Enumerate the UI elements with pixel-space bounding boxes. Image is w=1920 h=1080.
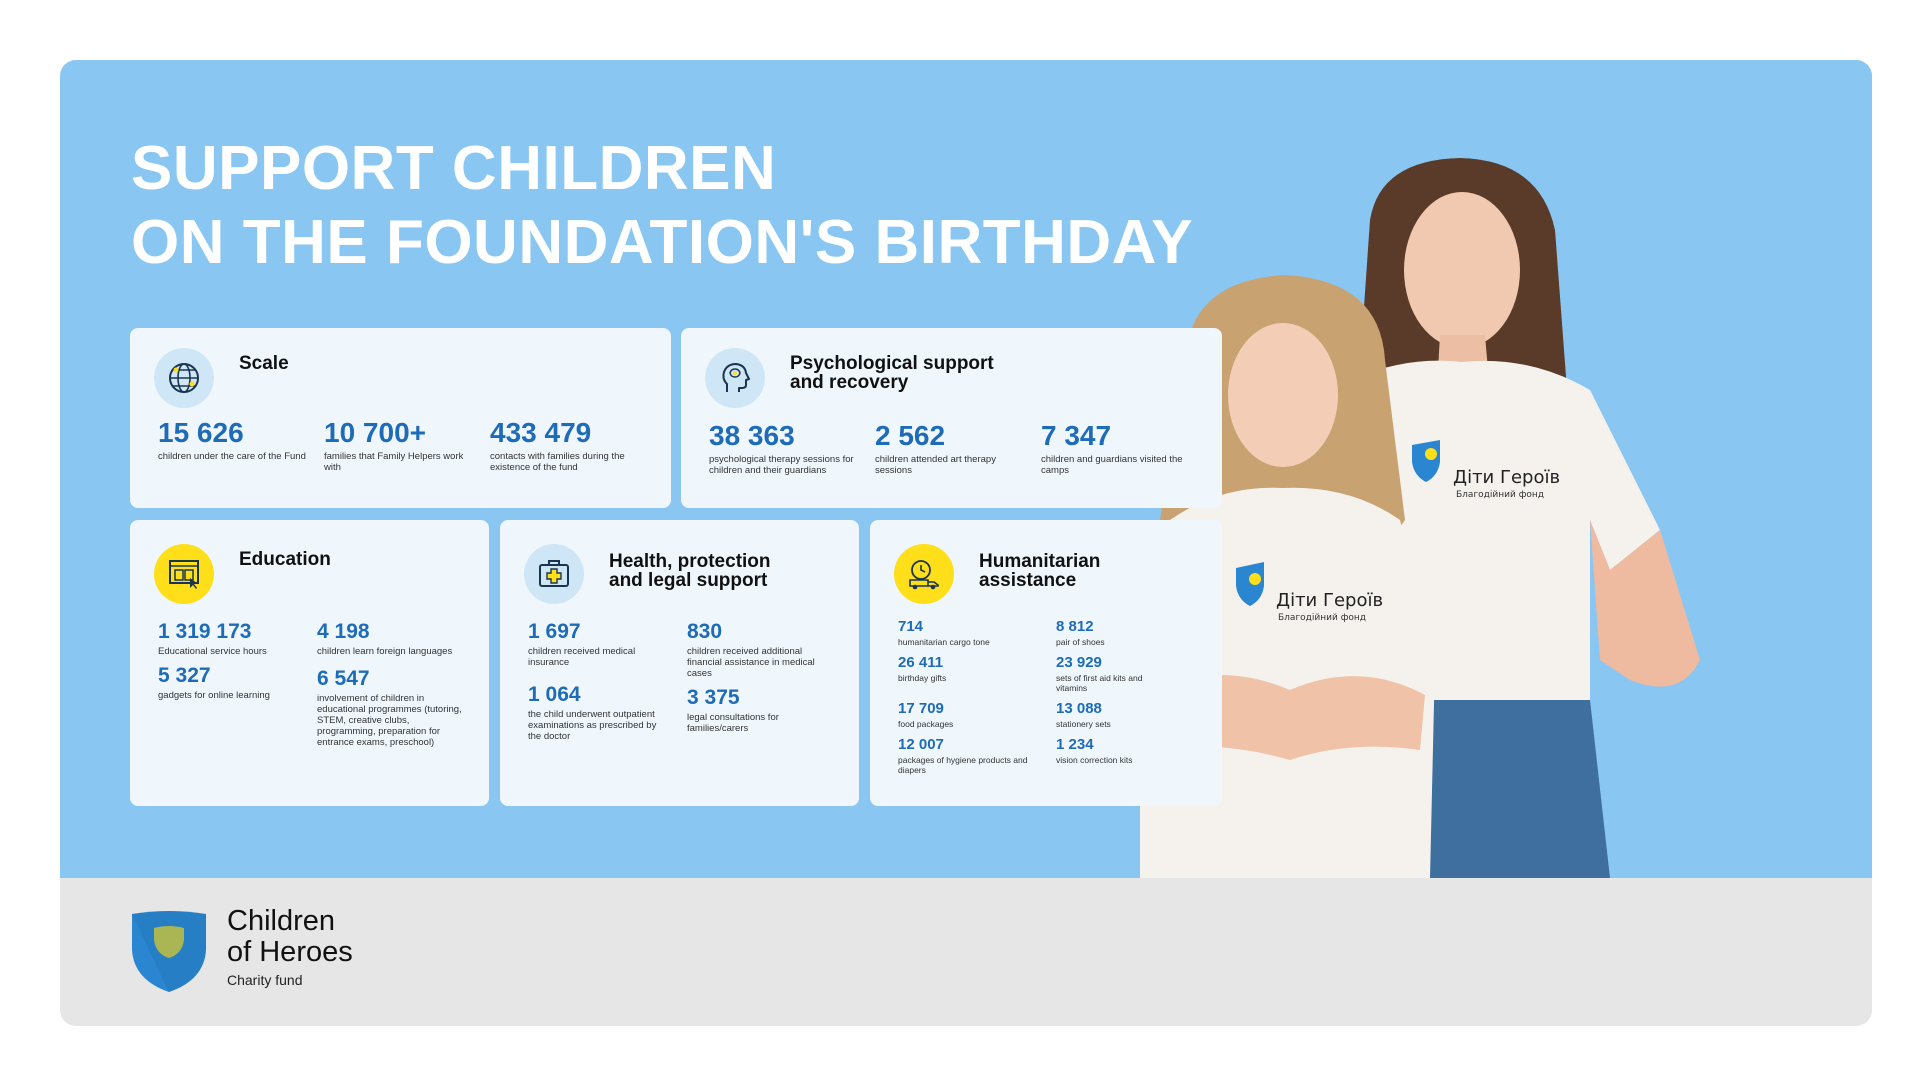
humanitarian-stat-7: 12 007 packages of hygiene products and … [898,736,1028,775]
education-stat-4: 6 547 involvement of children in educati… [317,667,462,748]
title-line-1: SUPPORT CHILDREN [131,134,777,203]
education-stat-2: 4 198 children learn foreign languages [317,620,453,657]
younger-girl-face [1228,323,1338,467]
scale-title: Scale [239,353,289,374]
title-line-2: ON THE FOUNDATION'S BIRTHDAY [131,208,1194,277]
education-title: Education [239,549,331,570]
health-stat-1: 1 697 children received medical insuranc… [528,620,636,668]
shirt-logo-older: Діти Героїв [1453,467,1561,488]
scale-stat-3: 433 479 contacts with families during th… [490,417,625,474]
hero-section: SUPPORT CHILDREN ON THE FOUNDATION'S BIR… [60,60,1872,878]
shirt-logo-younger-sub: Благодійний фонд [1278,613,1367,623]
humanitarian-stat-5: 17 709 food packages [898,700,954,729]
humanitarian-stat-2: 8 812 pair of shoes [1056,618,1105,647]
health-stat-4: 3 375 legal consultations for families/c… [687,686,779,734]
humanitarian-stat-3: 26 411 birthday gifts [898,654,947,683]
education-stat-3: 5 327 gadgets for online learning [158,664,270,701]
psych-stat-1: 38 363 psychological therapy sessions fo… [709,420,854,477]
humanitarian-card: Humanitarian assistance 714 humanitarian… [870,520,1222,806]
psych-stat-2: 2 562 children attended art therapy sess… [875,420,996,477]
shield-logo-icon [132,911,206,992]
older-girl-arm [1590,520,1700,687]
psych-stat-3: 7 347 children and guardians visited the… [1041,420,1183,477]
scale-stat-1: 15 626 children under the care of the Fu… [158,417,306,463]
laptop-book-icon [154,544,214,604]
globe-icon [154,348,214,408]
humanitarian-title: Humanitarian assistance [979,551,1101,591]
brand-name: Children of Heroes Charity fund [227,905,353,989]
poster-frame: SUPPORT CHILDREN ON THE FOUNDATION'S BIR… [60,60,1872,1026]
education-stat-1: 1 319 173 Educational service hours [158,620,267,657]
humanitarian-stat-8: 1 234 vision correction kits [1056,736,1133,765]
scale-stat-2: 10 700+ families that Family Helpers wor… [324,417,464,474]
humanitarian-stat-4: 23 929 sets of first aid kits and vitami… [1056,654,1143,693]
health-title: Health, protection and legal support [609,551,771,591]
delivery-truck-icon [894,544,954,604]
head-brain-icon [705,348,765,408]
health-stat-2: 830 children received additional financi… [687,620,815,679]
health-stat-3: 1 064 the child underwent outpatient exa… [528,683,657,742]
shirt-logo-older-sub: Благодійний фонд [1456,490,1545,500]
shirt-logo-younger: Діти Героїв [1276,590,1384,611]
health-card: Health, protection and legal support 1 6… [500,520,859,806]
scale-card: Scale 15 626 children under the care of … [130,328,671,508]
education-card: Education 1 319 173 Educational service … [130,520,489,806]
page-title: SUPPORT CHILDREN ON THE FOUNDATION'S BIR… [131,132,1193,280]
psych-title: Psychological support and recovery [790,353,994,393]
children-photo [1140,158,1700,878]
older-girl-face [1404,192,1520,348]
first-aid-kit-icon [524,544,584,604]
humanitarian-stat-1: 714 humanitarian cargo tone [898,618,990,647]
psych-card: Psychological support and recovery 38 36… [681,328,1222,508]
younger-girl-shirt-shield [1236,562,1264,606]
humanitarian-stat-6: 13 088 stationery sets [1056,700,1111,729]
